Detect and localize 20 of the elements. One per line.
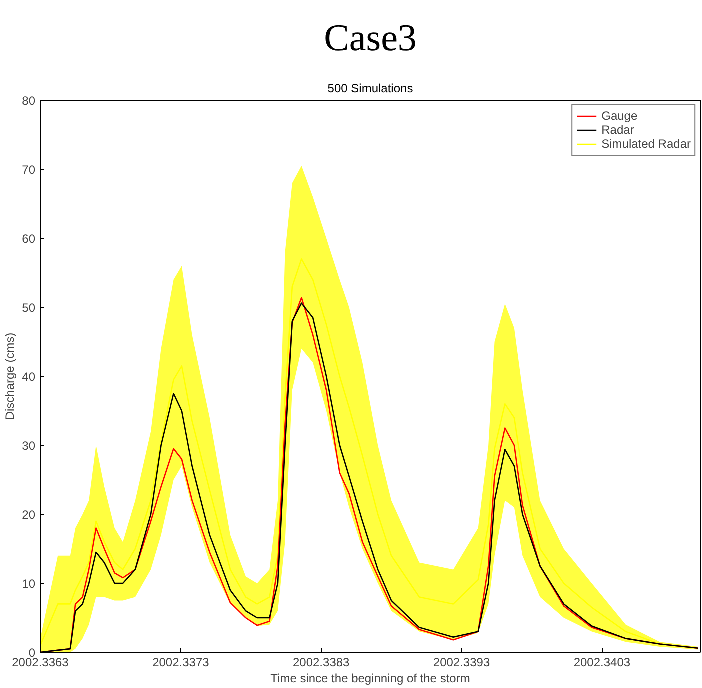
chart-title: Case3 xyxy=(324,18,417,60)
x-tick-label: 2002.3403 xyxy=(574,656,631,670)
x-axis-title: Time since the beginning of the storm xyxy=(270,672,470,686)
x-tick-label: 2002.3373 xyxy=(152,656,210,670)
chart-subtitle: 500 Simulations xyxy=(328,82,414,96)
y-axis-title: Discharge (cms) xyxy=(3,332,18,420)
legend-label: Radar xyxy=(602,123,634,137)
y-tick-label: 60 xyxy=(22,232,36,246)
y-tick-label: 80 xyxy=(22,94,36,108)
y-tick-label: 70 xyxy=(22,163,36,177)
y-tick-label: 10 xyxy=(22,577,36,591)
y-tick-label: 30 xyxy=(22,439,36,453)
y-tick-label: 20 xyxy=(22,508,36,522)
y-tick-label: 50 xyxy=(22,301,36,315)
legend-label: Simulated Radar xyxy=(602,137,691,151)
legend-label: Gauge xyxy=(602,109,638,123)
x-tick-label: 2002.3393 xyxy=(433,656,490,670)
x-tick-label: 2002.3363 xyxy=(12,656,70,670)
x-tick-label: 2002.3383 xyxy=(292,656,350,670)
y-tick-label: 40 xyxy=(22,370,36,384)
